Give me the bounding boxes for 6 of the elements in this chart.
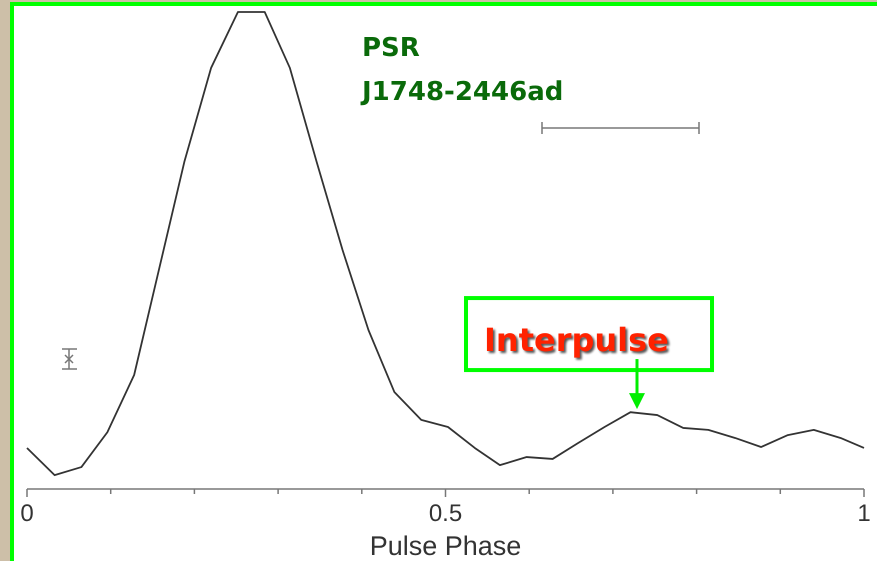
- text: PSR J1748-2446ad: [360, 33, 564, 107]
- x-tick-label: 0: [20, 500, 34, 527]
- x-tick-label: 0.5: [428, 500, 462, 527]
- x-axis-title: Pulse Phase: [370, 531, 522, 561]
- x-tick-label: 1: [857, 500, 871, 527]
- annotation: Interpulse: [484, 321, 669, 360]
